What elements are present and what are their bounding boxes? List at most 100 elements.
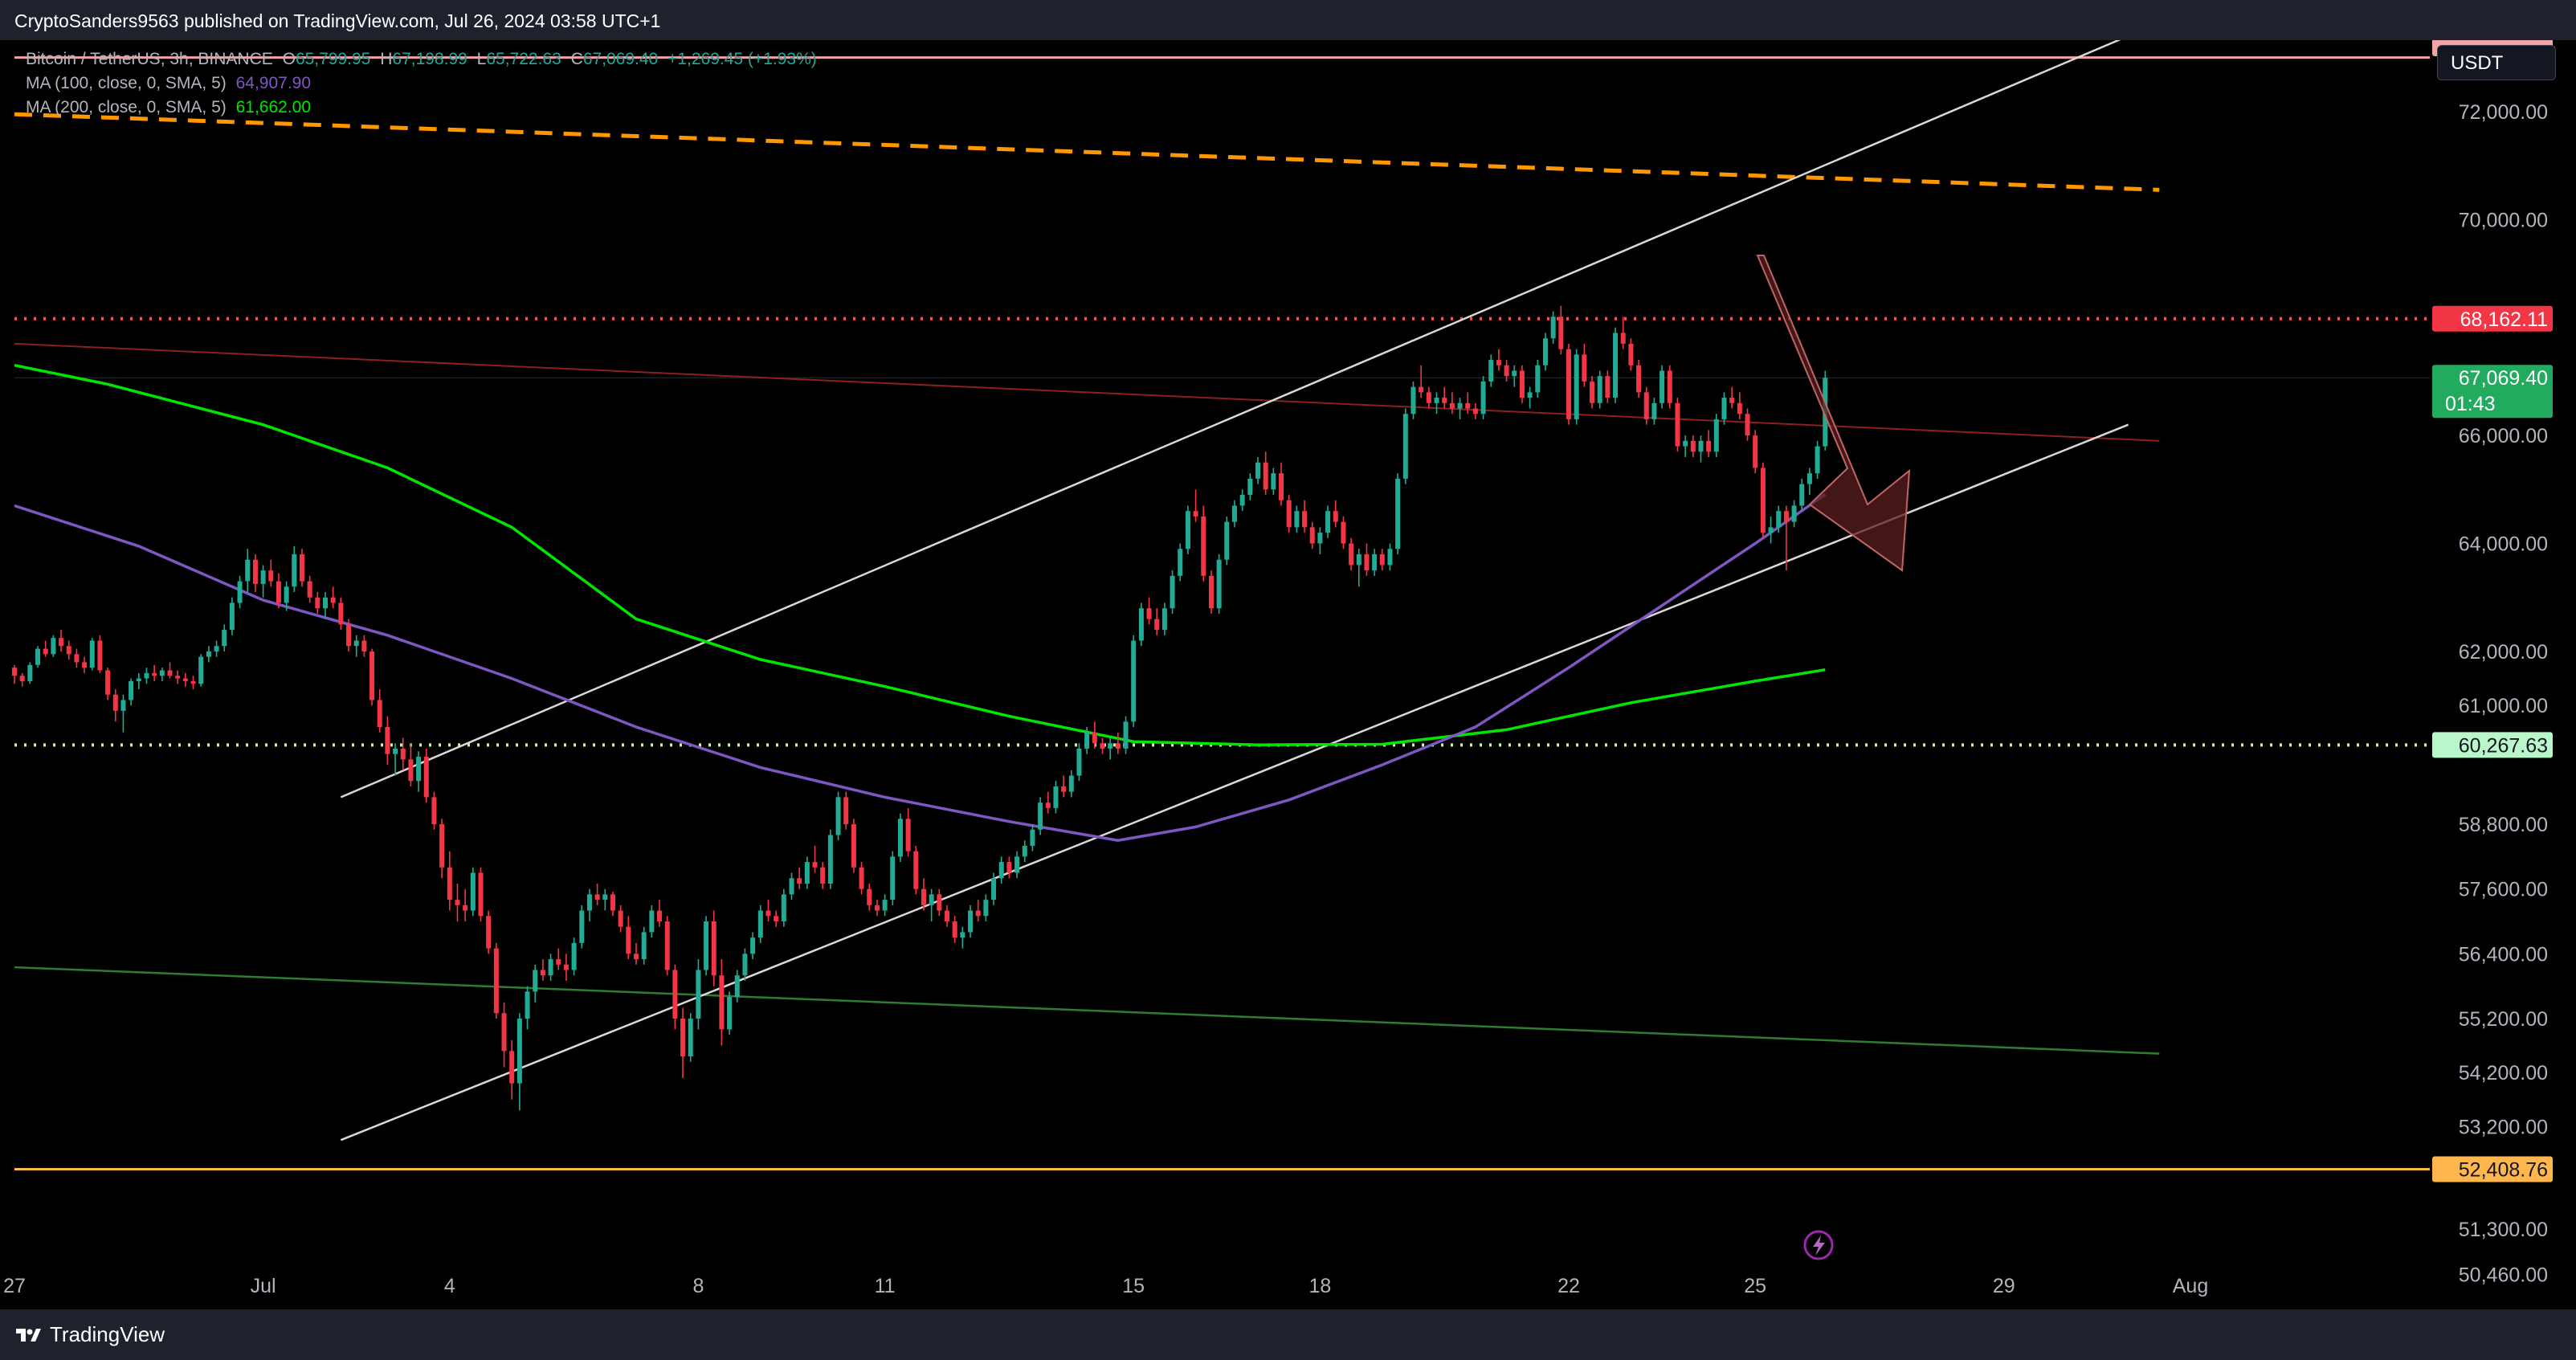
candle-body bbox=[385, 727, 390, 754]
candle-body bbox=[937, 894, 942, 911]
candle-body bbox=[1030, 829, 1035, 846]
candle-body bbox=[112, 694, 118, 711]
candle-body bbox=[765, 910, 771, 917]
candle-body bbox=[1395, 478, 1401, 549]
candle-body bbox=[1333, 511, 1338, 522]
candle-body bbox=[120, 700, 126, 711]
ma100-legend[interactable]: MA (100, close, 0, SMA, 5) 64,907.90 bbox=[26, 74, 316, 93]
candle-body bbox=[369, 651, 375, 700]
trend-lines-layer bbox=[14, 40, 2160, 1142]
event-circle[interactable] bbox=[1803, 1230, 1834, 1260]
candle-body bbox=[330, 597, 336, 603]
candles-layer bbox=[12, 305, 1828, 1111]
y-tick-label: 55,200.00 bbox=[2459, 1008, 2548, 1031]
ma200-label: MA (200, close, 0, SMA, 5) bbox=[26, 98, 227, 116]
candle-body bbox=[1255, 462, 1260, 479]
price-label: 68,162.11 bbox=[2460, 308, 2548, 331]
candle-body bbox=[952, 921, 957, 938]
price-label: 52,408.76 bbox=[2459, 1159, 2548, 1182]
publisher-line: CryptoSanders9563 published on TradingVi… bbox=[14, 10, 661, 31]
x-tick-label: 15 bbox=[1122, 1275, 1145, 1297]
candle-body bbox=[315, 597, 320, 609]
candle-body bbox=[525, 991, 530, 1019]
time-axis[interactable]: 27 Jul 4 8 11 15 18 22 25 29 Aug bbox=[3, 1275, 2208, 1297]
price-chart[interactable]: 72,000.00 70,000.00 66,000.00 64,000.00 62,0… bbox=[0, 40, 2576, 1309]
high-label: H bbox=[380, 50, 393, 68]
candle-body bbox=[1108, 743, 1113, 749]
candle-body bbox=[757, 910, 763, 938]
candle-body bbox=[1683, 440, 1688, 447]
candle-body bbox=[905, 819, 911, 852]
candle-body bbox=[843, 797, 849, 825]
candle-body bbox=[377, 700, 382, 728]
candle-body bbox=[1542, 338, 1548, 366]
candle-body bbox=[1076, 748, 1082, 776]
candle-body bbox=[268, 570, 274, 582]
candle-body bbox=[408, 759, 414, 782]
candle-body bbox=[27, 664, 33, 681]
candle-body bbox=[229, 602, 235, 631]
x-tick-label: 27 bbox=[3, 1275, 26, 1297]
candle-body bbox=[1178, 549, 1183, 576]
ma100-line bbox=[14, 493, 1827, 842]
event-marker[interactable] bbox=[1803, 1230, 1834, 1260]
candle-body bbox=[509, 1051, 515, 1084]
candle-body bbox=[1620, 333, 1626, 344]
candle-body bbox=[1806, 473, 1812, 484]
candle-body bbox=[1698, 440, 1704, 452]
candle-body bbox=[493, 948, 499, 1014]
candle-body bbox=[827, 835, 833, 884]
change-value: +1,269.45 (+1.93%) bbox=[667, 50, 817, 68]
symbol-legend[interactable]: Bitcoin / TetherUS, 3h, BINANCE O65,799.… bbox=[26, 50, 822, 69]
symbol-name: Bitcoin / TetherUS, 3h, BINANCE bbox=[26, 50, 273, 68]
candle-body bbox=[1690, 440, 1696, 452]
candle-body bbox=[1737, 402, 1742, 415]
candle-body bbox=[1675, 402, 1680, 447]
candle-body bbox=[1302, 511, 1308, 528]
candle-body bbox=[1387, 549, 1393, 566]
x-tick-label: 8 bbox=[692, 1275, 704, 1297]
candle-body bbox=[960, 932, 965, 938]
x-tick-label: Aug bbox=[2173, 1275, 2208, 1297]
x-tick-label: 22 bbox=[1557, 1275, 1580, 1297]
candle-body bbox=[797, 878, 802, 884]
candle-body bbox=[276, 581, 281, 603]
candle-body bbox=[1325, 511, 1331, 533]
candle-body bbox=[571, 942, 577, 970]
candle-body bbox=[1558, 317, 1564, 349]
candle-body bbox=[1472, 408, 1478, 415]
y-tick-label: 70,000.00 bbox=[2459, 209, 2548, 231]
candle-body bbox=[1643, 392, 1649, 419]
ma200-legend[interactable]: MA (200, close, 0, SMA, 5) 61,662.00 bbox=[26, 98, 316, 117]
candle-body bbox=[851, 824, 856, 868]
candle-body bbox=[1512, 370, 1517, 377]
candle-body bbox=[338, 602, 344, 625]
candle-body bbox=[945, 910, 949, 921]
candle-body bbox=[1651, 402, 1657, 419]
candle-body bbox=[43, 648, 48, 655]
candle-body bbox=[353, 640, 359, 647]
down-arrow-shape bbox=[1756, 255, 1911, 572]
candle-body bbox=[455, 900, 460, 905]
candle-body bbox=[1294, 511, 1300, 528]
footer-brand-text: TradingView bbox=[50, 1322, 165, 1346]
candle-body bbox=[1364, 553, 1370, 571]
candle-body bbox=[1247, 478, 1253, 496]
candle-body bbox=[167, 670, 173, 676]
candle-body bbox=[439, 824, 445, 868]
candle-body bbox=[400, 748, 406, 760]
candle-body bbox=[1271, 473, 1276, 490]
price-axis[interactable]: 72,000.00 70,000.00 66,000.00 64,000.00 62,0… bbox=[2432, 40, 2553, 1287]
currency-button[interactable]: USDT bbox=[2437, 45, 2556, 80]
candle-body bbox=[1667, 370, 1672, 403]
close-value: 67,069.40 bbox=[582, 50, 659, 68]
candle-body bbox=[579, 910, 585, 943]
candle-body bbox=[548, 959, 553, 976]
candle-body bbox=[35, 648, 41, 665]
candle-body bbox=[975, 910, 981, 917]
candle-body bbox=[136, 678, 141, 681]
y-tick-label: 61,000.00 bbox=[2459, 695, 2548, 717]
trend-line-4 bbox=[340, 423, 2129, 1142]
candle-body bbox=[672, 970, 678, 1019]
candle-body bbox=[1379, 553, 1385, 566]
